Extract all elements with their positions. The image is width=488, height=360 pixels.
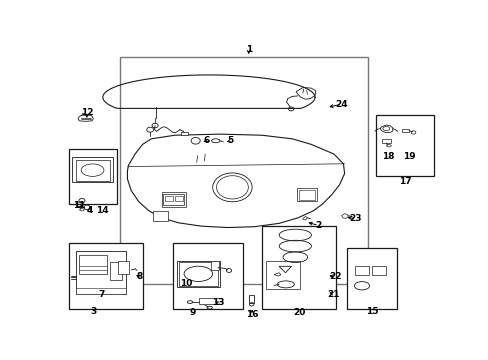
Text: 6: 6 (203, 136, 209, 145)
Bar (68, 243, 142, 309)
Bar (173, 243, 243, 309)
Text: 2: 2 (315, 221, 321, 230)
Text: 16: 16 (245, 310, 258, 319)
Bar (265, 261, 299, 288)
Bar (153, 211, 168, 221)
Bar (210, 261, 219, 270)
Text: 10: 10 (180, 279, 192, 288)
Text: 1: 1 (245, 45, 251, 54)
Bar (68, 149, 117, 204)
Bar (371, 266, 386, 275)
Bar (163, 194, 184, 205)
Bar (298, 190, 314, 200)
Bar (75, 160, 109, 181)
Bar (76, 288, 125, 294)
Bar (176, 261, 220, 287)
Text: 11: 11 (73, 201, 85, 210)
Bar (175, 196, 183, 201)
Bar (120, 57, 367, 284)
Text: 17: 17 (398, 177, 411, 186)
Text: 13: 13 (211, 298, 224, 307)
Bar (118, 261, 128, 274)
Bar (110, 262, 122, 280)
Text: 20: 20 (292, 307, 305, 316)
Bar (249, 296, 253, 303)
Text: 22: 22 (329, 272, 342, 281)
Text: 7: 7 (99, 289, 105, 298)
Bar (346, 248, 396, 309)
Text: 14: 14 (96, 206, 108, 215)
Text: 23: 23 (349, 214, 362, 223)
Text: 4: 4 (86, 206, 93, 215)
Bar (382, 139, 390, 143)
Text: 19: 19 (402, 152, 414, 161)
Bar (375, 115, 433, 176)
Text: 12: 12 (81, 108, 93, 117)
Bar (161, 192, 186, 207)
Bar (76, 251, 125, 294)
Bar (354, 266, 368, 275)
Text: 15: 15 (365, 307, 377, 316)
Text: 18: 18 (381, 152, 393, 161)
Bar (178, 262, 218, 286)
Text: 9: 9 (189, 307, 196, 316)
Bar (199, 298, 222, 304)
Text: 8: 8 (137, 273, 143, 282)
Bar (262, 226, 335, 309)
Bar (72, 157, 113, 183)
Text: 5: 5 (227, 136, 233, 145)
Bar (181, 132, 187, 135)
Bar (79, 255, 106, 274)
Text: 24: 24 (335, 100, 347, 109)
Bar (401, 129, 408, 132)
Bar (164, 196, 173, 201)
Text: 21: 21 (327, 289, 340, 298)
Bar (296, 188, 316, 201)
Text: 3: 3 (90, 307, 96, 316)
